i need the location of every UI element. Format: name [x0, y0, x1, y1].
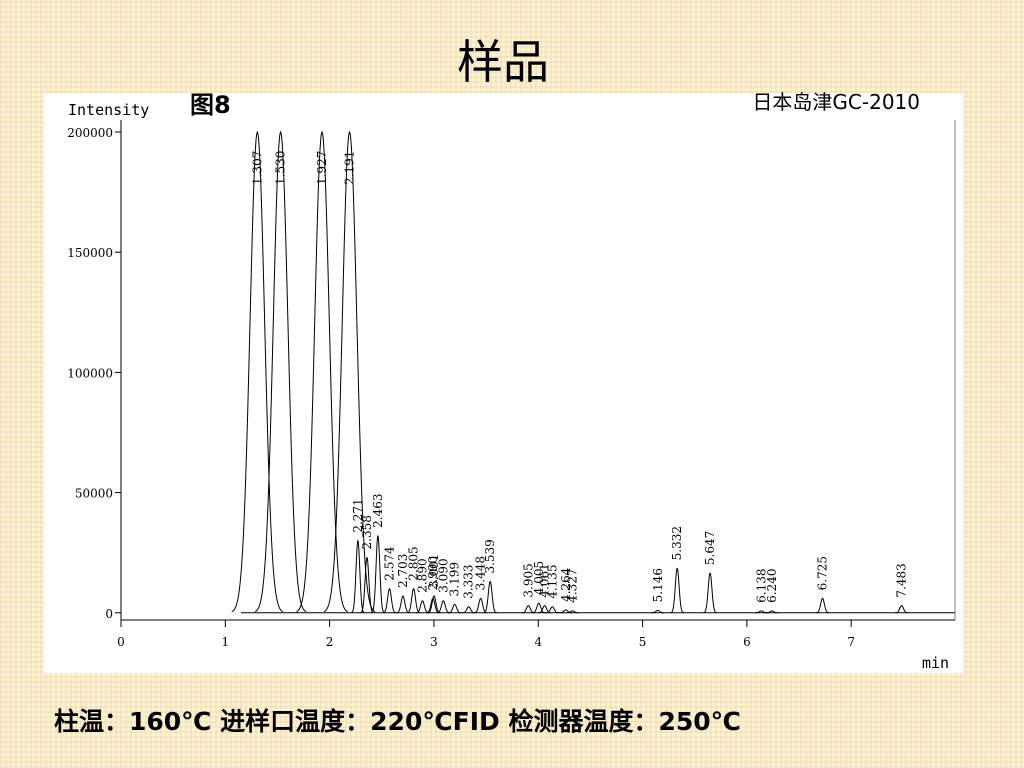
peak-label: 2.890	[415, 558, 429, 592]
peak	[351, 539, 365, 614]
y-tick-label: 0	[105, 607, 113, 621]
peak-label: 5.146	[651, 568, 665, 602]
x-tick-label: 7	[847, 635, 855, 649]
peak-label: 3.333	[462, 564, 476, 598]
peak	[483, 580, 497, 614]
peak-label: 5.332	[670, 526, 684, 560]
peak-label: 2.990	[426, 556, 440, 590]
x-tick-label: 2	[326, 635, 334, 649]
figure-label: 图8	[190, 91, 231, 119]
peak-label: 3.199	[448, 562, 462, 596]
peak-label: 2.703	[396, 554, 410, 588]
peak-label: 6.138	[754, 569, 768, 603]
peak	[448, 603, 462, 614]
peak-label: 3.905	[521, 563, 535, 597]
peak-label: 2.805	[407, 546, 421, 580]
peak-label: 4.264	[559, 567, 573, 602]
peak	[360, 556, 374, 614]
peak	[436, 600, 450, 614]
x-tick-label: 6	[743, 635, 751, 649]
peak	[538, 605, 552, 614]
peak	[371, 534, 385, 614]
peak-label: 2.271	[351, 498, 365, 532]
peak	[670, 567, 684, 614]
peak-label: 3.090	[436, 558, 450, 592]
peak	[427, 595, 441, 614]
peak	[565, 610, 579, 614]
peak	[462, 606, 476, 614]
peak	[815, 597, 830, 614]
trace	[231, 130, 955, 614]
peak	[545, 606, 559, 614]
footer-note: 柱温：160℃ 进样口温度：220℃FID 检测器温度：250℃	[54, 707, 741, 736]
instrument-label: 日本岛津GC-2010	[752, 90, 920, 114]
peak-label: 2.358	[360, 515, 374, 549]
peak	[765, 610, 779, 614]
peak	[231, 130, 284, 613]
peak-label: 1.307	[250, 151, 264, 185]
peak-label: 4.135	[545, 564, 559, 598]
peak	[703, 572, 717, 614]
peak	[895, 605, 909, 614]
peak-label: 3.001	[427, 554, 441, 588]
peak	[532, 602, 546, 614]
peak-label: 2.191	[343, 151, 357, 185]
y-tick-label: 150000	[67, 246, 113, 260]
peak-label: 1.530	[274, 151, 288, 185]
peak-label: 2.574	[383, 546, 397, 581]
peak-label: 4.061	[538, 563, 552, 597]
peak-label: 1.927	[315, 151, 329, 185]
y-axis-label: Intensity	[68, 101, 149, 119]
y-tick-label: 200000	[67, 126, 113, 140]
x-tick-label: 0	[117, 635, 125, 649]
peak	[254, 130, 307, 613]
peak-label: 2.463	[371, 494, 385, 528]
peak	[415, 600, 430, 614]
peak-label: 5.647	[703, 531, 717, 565]
peak	[559, 609, 573, 614]
slide-title: 样品	[457, 35, 549, 89]
y-tick-label: 100000	[67, 366, 113, 380]
peak-label: 7.483	[895, 563, 909, 597]
y-tick-label: 50000	[75, 487, 113, 501]
chart-panel	[44, 93, 963, 673]
peak	[296, 130, 348, 613]
peak	[396, 595, 410, 614]
peak	[323, 130, 376, 613]
peak-label: 6.240	[765, 569, 779, 603]
peak	[406, 588, 421, 614]
peak	[382, 588, 397, 614]
peak-label: 4.005	[532, 561, 546, 595]
x-tick-label: 1	[221, 635, 229, 649]
peak	[651, 609, 665, 614]
x-axis-label: min	[922, 654, 949, 672]
x-tick-label: 4	[534, 635, 542, 649]
peak-label: 3.448	[474, 556, 488, 590]
x-tick-label: 5	[639, 635, 647, 649]
peak-label: 3.539	[483, 539, 497, 573]
peak-label: 4.327	[565, 569, 579, 603]
peak-label: 6.725	[816, 556, 830, 590]
x-tick-label: 3	[430, 635, 438, 649]
